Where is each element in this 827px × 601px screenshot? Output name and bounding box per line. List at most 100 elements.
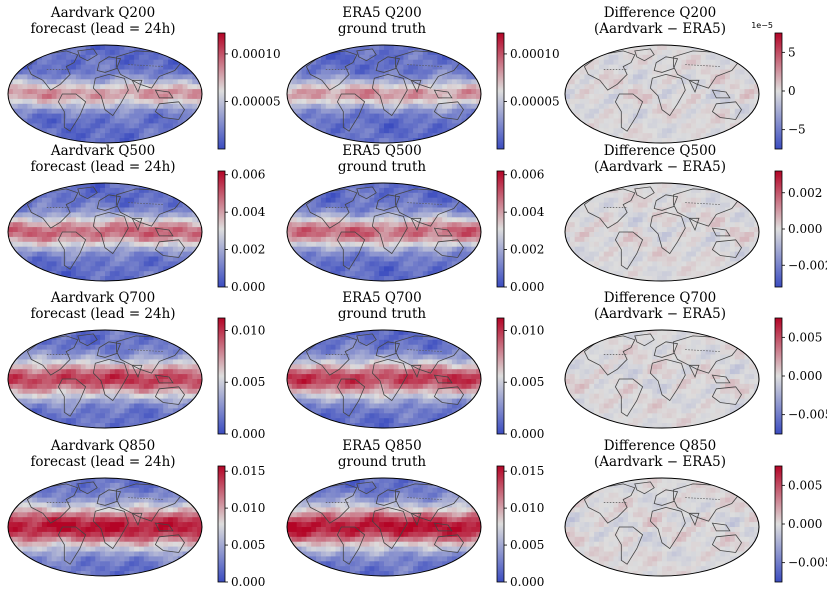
field-cell xyxy=(598,236,605,243)
field-cell xyxy=(354,113,361,119)
field-cell xyxy=(754,89,759,95)
field-cell xyxy=(432,45,438,51)
field-cell xyxy=(461,94,467,100)
field-cell xyxy=(715,89,721,95)
field-cell xyxy=(316,187,322,194)
field-cell xyxy=(403,246,409,252)
field-cell xyxy=(417,187,424,194)
field-cell xyxy=(66,128,72,134)
field-cell xyxy=(589,108,595,114)
field-cell xyxy=(720,183,726,189)
field-cell xyxy=(657,222,663,228)
field-cell xyxy=(637,108,643,114)
field-cell xyxy=(71,266,77,272)
field-cell xyxy=(197,212,202,218)
field-cell xyxy=(22,266,28,272)
field-cell xyxy=(124,128,130,134)
field-cell xyxy=(17,133,23,139)
field-cell xyxy=(584,133,590,139)
field-cell xyxy=(403,98,409,105)
field-cell xyxy=(182,183,188,189)
field-cell xyxy=(100,133,106,139)
field-cell xyxy=(388,271,395,277)
field-cell xyxy=(437,94,443,100)
field-cell xyxy=(666,138,673,143)
field-cell xyxy=(46,212,53,218)
field-cell xyxy=(461,222,467,228)
field-cell xyxy=(335,98,341,105)
field-cell xyxy=(27,84,33,90)
field-cell xyxy=(569,261,576,267)
field-cell xyxy=(393,113,399,119)
field-cell xyxy=(647,69,653,75)
field-cell xyxy=(330,183,336,189)
field-cell xyxy=(647,133,653,139)
field-cell xyxy=(340,59,346,65)
field-cell xyxy=(613,183,619,189)
field-cell xyxy=(427,222,433,228)
field-cell xyxy=(413,271,419,277)
field-cell xyxy=(461,138,467,143)
field-cell xyxy=(354,236,361,243)
field-cell xyxy=(695,266,702,272)
field-cell xyxy=(75,217,82,223)
field-cell xyxy=(306,202,312,208)
field-cell xyxy=(153,276,159,281)
field-cell xyxy=(691,103,697,110)
field-cell xyxy=(422,133,429,139)
field-cell xyxy=(432,251,438,257)
field-cell xyxy=(75,232,82,238)
field-cell xyxy=(330,123,336,129)
field-cell xyxy=(652,74,658,80)
field-cell xyxy=(603,183,610,189)
field-cell xyxy=(594,276,600,281)
field-cell xyxy=(432,197,438,203)
field-cell xyxy=(330,98,336,105)
field-cell xyxy=(37,113,43,119)
field-cell xyxy=(330,79,336,85)
field-cell xyxy=(325,276,332,281)
field-cell xyxy=(393,236,399,243)
field-cell xyxy=(95,212,101,218)
field-cell xyxy=(744,232,750,238)
map-frame xyxy=(286,44,482,144)
field-cell xyxy=(637,256,643,262)
field-cell xyxy=(652,49,658,56)
field-cell xyxy=(187,276,193,281)
field-cell xyxy=(422,59,429,65)
field-cell xyxy=(359,98,365,105)
field-cell xyxy=(27,271,33,277)
field-cell xyxy=(388,207,395,213)
field-cell xyxy=(725,94,731,100)
field-cell xyxy=(662,94,668,100)
field-cell xyxy=(301,79,307,85)
field-cell xyxy=(613,79,619,85)
field-cell xyxy=(749,94,755,100)
field-cell xyxy=(56,79,62,85)
field-cell xyxy=(691,79,697,85)
field-cell xyxy=(71,271,77,277)
field-cell xyxy=(398,133,404,139)
field-cell xyxy=(354,266,361,272)
field-cell xyxy=(647,118,653,124)
field-cell xyxy=(182,113,188,119)
field-cell xyxy=(417,113,424,119)
field-cell xyxy=(613,69,619,75)
field-cell xyxy=(306,98,312,105)
field-cell xyxy=(594,89,600,95)
field-cell xyxy=(442,69,448,75)
field-cell xyxy=(163,236,169,243)
field-cell xyxy=(686,192,692,199)
field-cell xyxy=(715,217,721,223)
field-cell xyxy=(301,256,307,262)
field-cell xyxy=(197,251,202,257)
field-cell xyxy=(603,113,610,119)
field-cell xyxy=(393,246,399,252)
field-cell xyxy=(422,197,429,203)
field-cell xyxy=(320,197,327,203)
field-cell xyxy=(574,276,580,281)
field-cell xyxy=(354,261,361,267)
field-cell xyxy=(177,207,183,213)
field-cell xyxy=(8,183,14,189)
